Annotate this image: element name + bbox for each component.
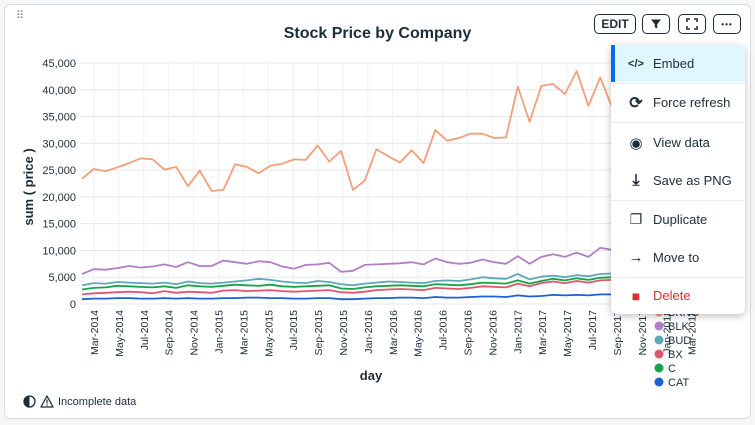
x-tick-label: Sep-2016 — [463, 310, 475, 356]
x-tick-label: Mar-2016 — [388, 310, 400, 355]
x-axis-label: day — [360, 368, 383, 383]
x-tick-label: Jan-2015 — [214, 310, 226, 354]
menu-item-label: View data — [653, 135, 710, 150]
x-tick-label: May-2016 — [413, 310, 425, 357]
footer-status: Incomplete data — [23, 395, 136, 408]
y-tick-label: 35,000 — [42, 112, 76, 124]
line-chart: 0 5,000 10,000 15,000 20,000 25,000 30,000 35,0… — [21, 58, 699, 389]
x-tick-label: May-2017 — [562, 310, 574, 357]
x-tick-label: Nov-2016 — [487, 310, 499, 356]
x-tick-label: Nov-2017 — [637, 310, 649, 356]
edit-button[interactable]: EDIT — [594, 14, 636, 34]
x-tick-label: Mar-2014 — [89, 310, 101, 355]
menu-item-label: Embed — [653, 56, 695, 71]
y-tick-label: 0 — [70, 299, 76, 311]
series-line-cat — [81, 293, 612, 301]
expand-button[interactable] — [678, 14, 706, 34]
chart-card: ⠿ Stock Price by Company EDIT ••• 0 5,000… — [4, 4, 751, 419]
x-tick-label: Jul-2015 — [288, 310, 300, 350]
menu-item-label: Save as PNG — [653, 173, 732, 188]
drag-handle-icon[interactable]: ⠿ — [16, 10, 24, 22]
y-tick-label: 20,000 — [42, 192, 76, 204]
x-tick-label: Nov-2014 — [189, 310, 201, 356]
series-line-bkng — [81, 70, 613, 192]
menu-item-duplicate[interactable]: ❐ Duplicate — [611, 201, 745, 238]
legend-label: CAT — [668, 377, 689, 389]
y-tick-label: 10,000 — [42, 245, 76, 257]
series-line-blk — [81, 246, 613, 275]
expand-icon — [686, 18, 698, 30]
series-line-c — [81, 276, 613, 291]
menu-item-move-to[interactable]: → Move to — [611, 239, 745, 276]
trash-icon: ■ — [631, 287, 641, 304]
x-tick-label: May-2014 — [114, 310, 126, 357]
chart-grid — [80, 62, 613, 305]
y-tick-label: 5,000 — [48, 272, 76, 284]
legend-label: BUD — [668, 335, 691, 347]
y-tick-label: 15,000 — [42, 219, 76, 231]
x-axis-ticks: Mar-2014 May-2014 Jul-2014 Sep-2014 Nov-2014… — [89, 310, 699, 357]
menu-item-label: Move to — [653, 250, 700, 265]
menu-item-label: Duplicate — [653, 212, 708, 227]
x-tick-label: Nov-2015 — [338, 310, 350, 356]
more-options-button[interactable]: ••• — [713, 14, 741, 34]
legend-swatch — [654, 377, 664, 387]
x-tick-label: Mar-2018 — [687, 310, 699, 355]
x-tick-label: Jan-2016 — [363, 310, 375, 354]
options-menu: </> Embed ⟳ Force refresh ◉ View data ⤓ … — [611, 45, 745, 314]
y-axis-ticks: 0 5,000 10,000 15,000 20,000 25,000 30,000 35,0… — [42, 58, 76, 311]
legend-swatch — [654, 321, 664, 331]
x-tick-label: Mar-2017 — [537, 310, 549, 355]
menu-item-delete[interactable]: ■ Delete — [611, 277, 745, 314]
x-tick-label: Mar-2015 — [238, 310, 250, 355]
x-tick-label: Jul-2016 — [438, 310, 450, 350]
eye-icon: ◉ — [629, 134, 643, 152]
menu-item-embed[interactable]: </> Embed — [611, 45, 745, 82]
filter-button[interactable] — [642, 14, 670, 34]
menu-item-label: Force refresh — [653, 95, 731, 110]
incomplete-data-label: Incomplete data — [58, 395, 137, 408]
y-tick-label: 45,000 — [42, 58, 76, 70]
legend-label: C — [668, 363, 676, 375]
x-tick-label: Sep-2014 — [164, 310, 176, 356]
y-tick-label: 40,000 — [42, 85, 76, 97]
contrast-icon — [23, 395, 36, 408]
x-tick-label: May-2015 — [263, 310, 275, 357]
arrow-right-icon: → — [628, 249, 644, 266]
legend-label: BX — [668, 349, 683, 361]
menu-item-label: Delete — [653, 288, 691, 303]
legend-swatch — [654, 363, 664, 373]
x-tick-label: Sep-2017 — [612, 310, 624, 356]
x-tick-label: Jul-2014 — [139, 310, 151, 350]
y-tick-label: 25,000 — [42, 165, 76, 177]
y-tick-label: 30,000 — [42, 138, 76, 150]
chart-title: Stock Price by Company — [283, 25, 472, 42]
chart-legend: BKNGBLKBUDBXCCAT — [654, 307, 699, 389]
download-icon: ⤓ — [632, 171, 640, 189]
legend-label: BLK — [668, 321, 689, 333]
menu-item-save-as-png[interactable]: ⤓ Save as PNG — [611, 162, 745, 199]
legend-swatch — [654, 335, 664, 345]
y-axis-label: sum ( price ) — [21, 148, 36, 225]
menu-item-view-data[interactable]: ◉ View data — [611, 124, 745, 161]
legend-swatch — [654, 349, 664, 359]
series-line-bud — [81, 272, 613, 287]
x-tick-label: Jan-2017 — [512, 310, 524, 354]
filter-icon — [651, 19, 661, 29]
series-line-bx — [81, 279, 613, 296]
x-tick-label: Sep-2015 — [313, 310, 325, 356]
series-lines — [81, 70, 613, 301]
duplicate-icon: ❐ — [629, 211, 643, 227]
code-icon: </> — [628, 57, 644, 70]
x-tick-label: Jul-2017 — [587, 310, 599, 350]
refresh-icon: ⟳ — [629, 94, 643, 112]
menu-item-force-refresh[interactable]: ⟳ Force refresh — [611, 84, 745, 121]
x-tick-label: Jan-2018 — [662, 310, 674, 354]
warning-icon — [40, 395, 54, 408]
